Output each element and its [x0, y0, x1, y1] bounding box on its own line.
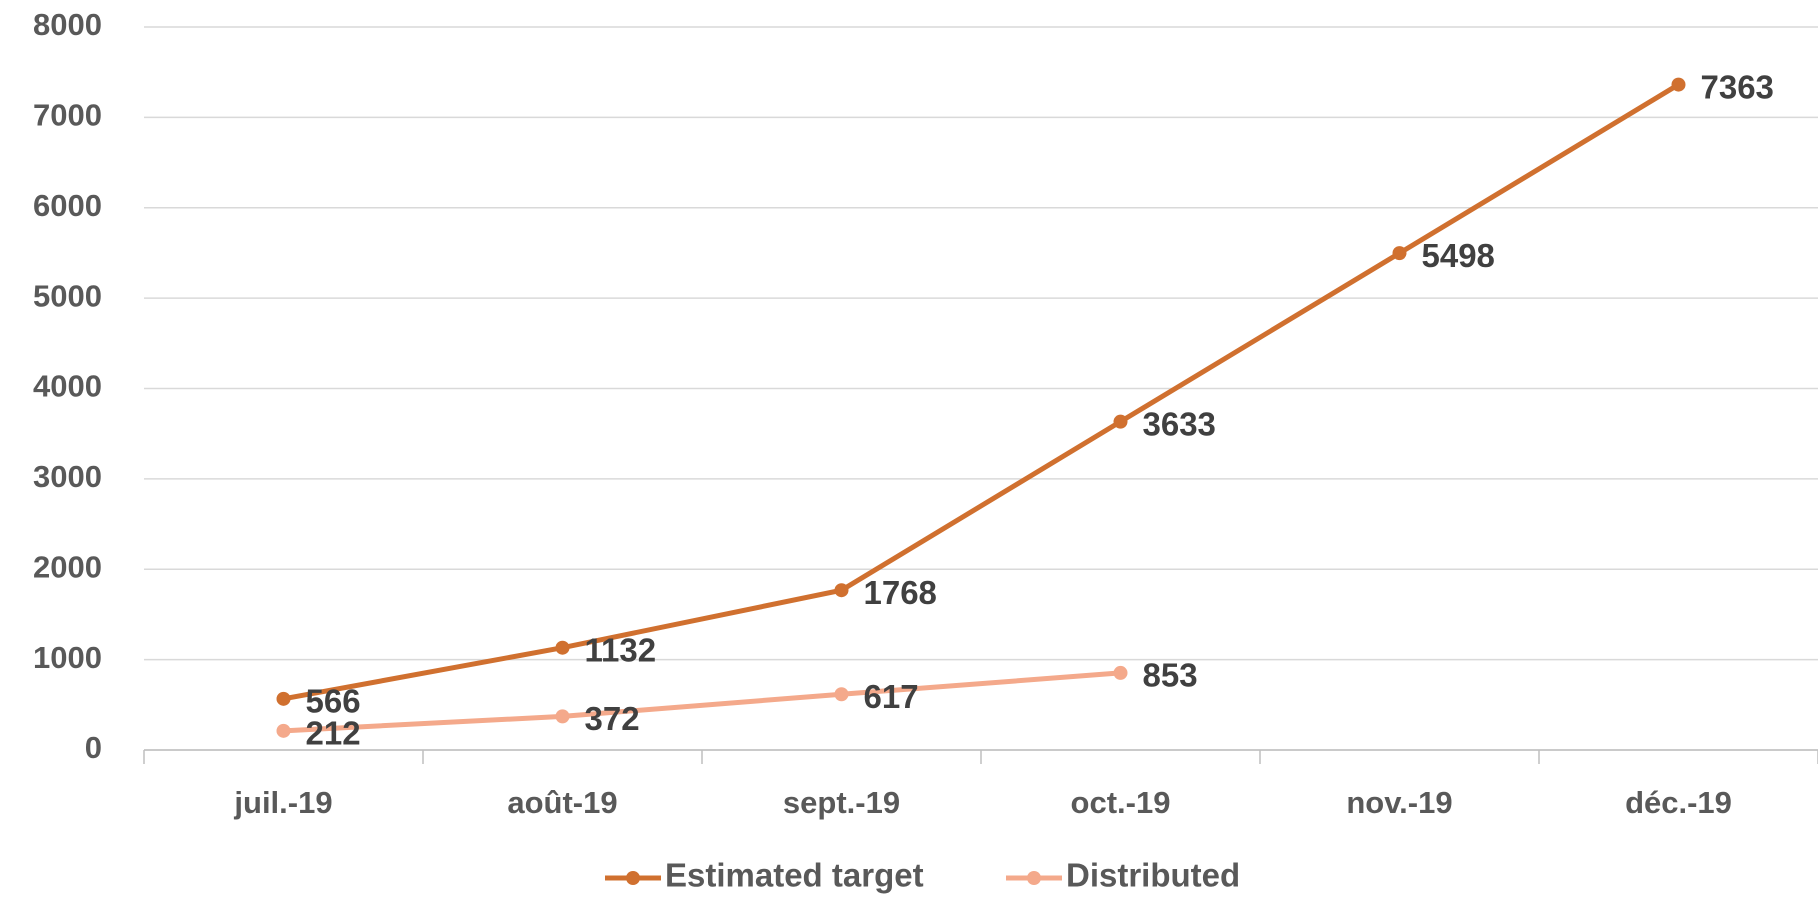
x-tick-label: sept.-19: [783, 785, 900, 820]
data-label: 3633: [1143, 405, 1216, 442]
point: [834, 687, 849, 702]
legend-label: Distributed: [1066, 857, 1240, 894]
legend-marker: [626, 871, 640, 885]
y-tick-label: 4000: [33, 369, 102, 404]
x-tick-label: juil.-19: [233, 785, 332, 820]
point: [555, 640, 570, 655]
legend-label: Estimated target: [665, 857, 924, 894]
data-label: 617: [864, 678, 919, 715]
point: [834, 583, 849, 598]
data-label: 5498: [1422, 237, 1495, 274]
data-label: 1132: [585, 631, 657, 668]
data-label: 1768: [864, 574, 937, 611]
y-tick-label: 5000: [33, 278, 102, 313]
data-label: 372: [585, 700, 640, 737]
point: [276, 691, 291, 706]
series-line: [283, 82, 1680, 702]
y-tick-label: 3000: [33, 459, 102, 494]
data-label: 212: [306, 715, 361, 752]
y-tick-label: 0: [85, 730, 102, 765]
x-tick-label: déc.-19: [1625, 785, 1732, 820]
point: [1113, 414, 1128, 429]
data-label: 7363: [1701, 68, 1774, 105]
legend-marker: [1027, 871, 1041, 885]
x-tick-label: nov.-19: [1346, 785, 1452, 820]
y-tick-label: 8000: [33, 7, 102, 42]
x-tick-label: oct.-19: [1071, 785, 1171, 820]
point: [276, 723, 291, 738]
y-tick-label: 2000: [33, 549, 102, 584]
point: [1113, 665, 1128, 680]
point: [1392, 246, 1407, 261]
point: [1671, 77, 1686, 92]
series-line: [283, 670, 1121, 734]
point: [555, 709, 570, 724]
data-label: 566: [306, 683, 361, 720]
data-label: 853: [1143, 657, 1198, 694]
y-tick-label: 6000: [33, 188, 102, 223]
y-tick-label: 1000: [33, 640, 102, 675]
y-tick-label: 7000: [33, 98, 102, 133]
x-tick-label: août-19: [507, 785, 617, 820]
